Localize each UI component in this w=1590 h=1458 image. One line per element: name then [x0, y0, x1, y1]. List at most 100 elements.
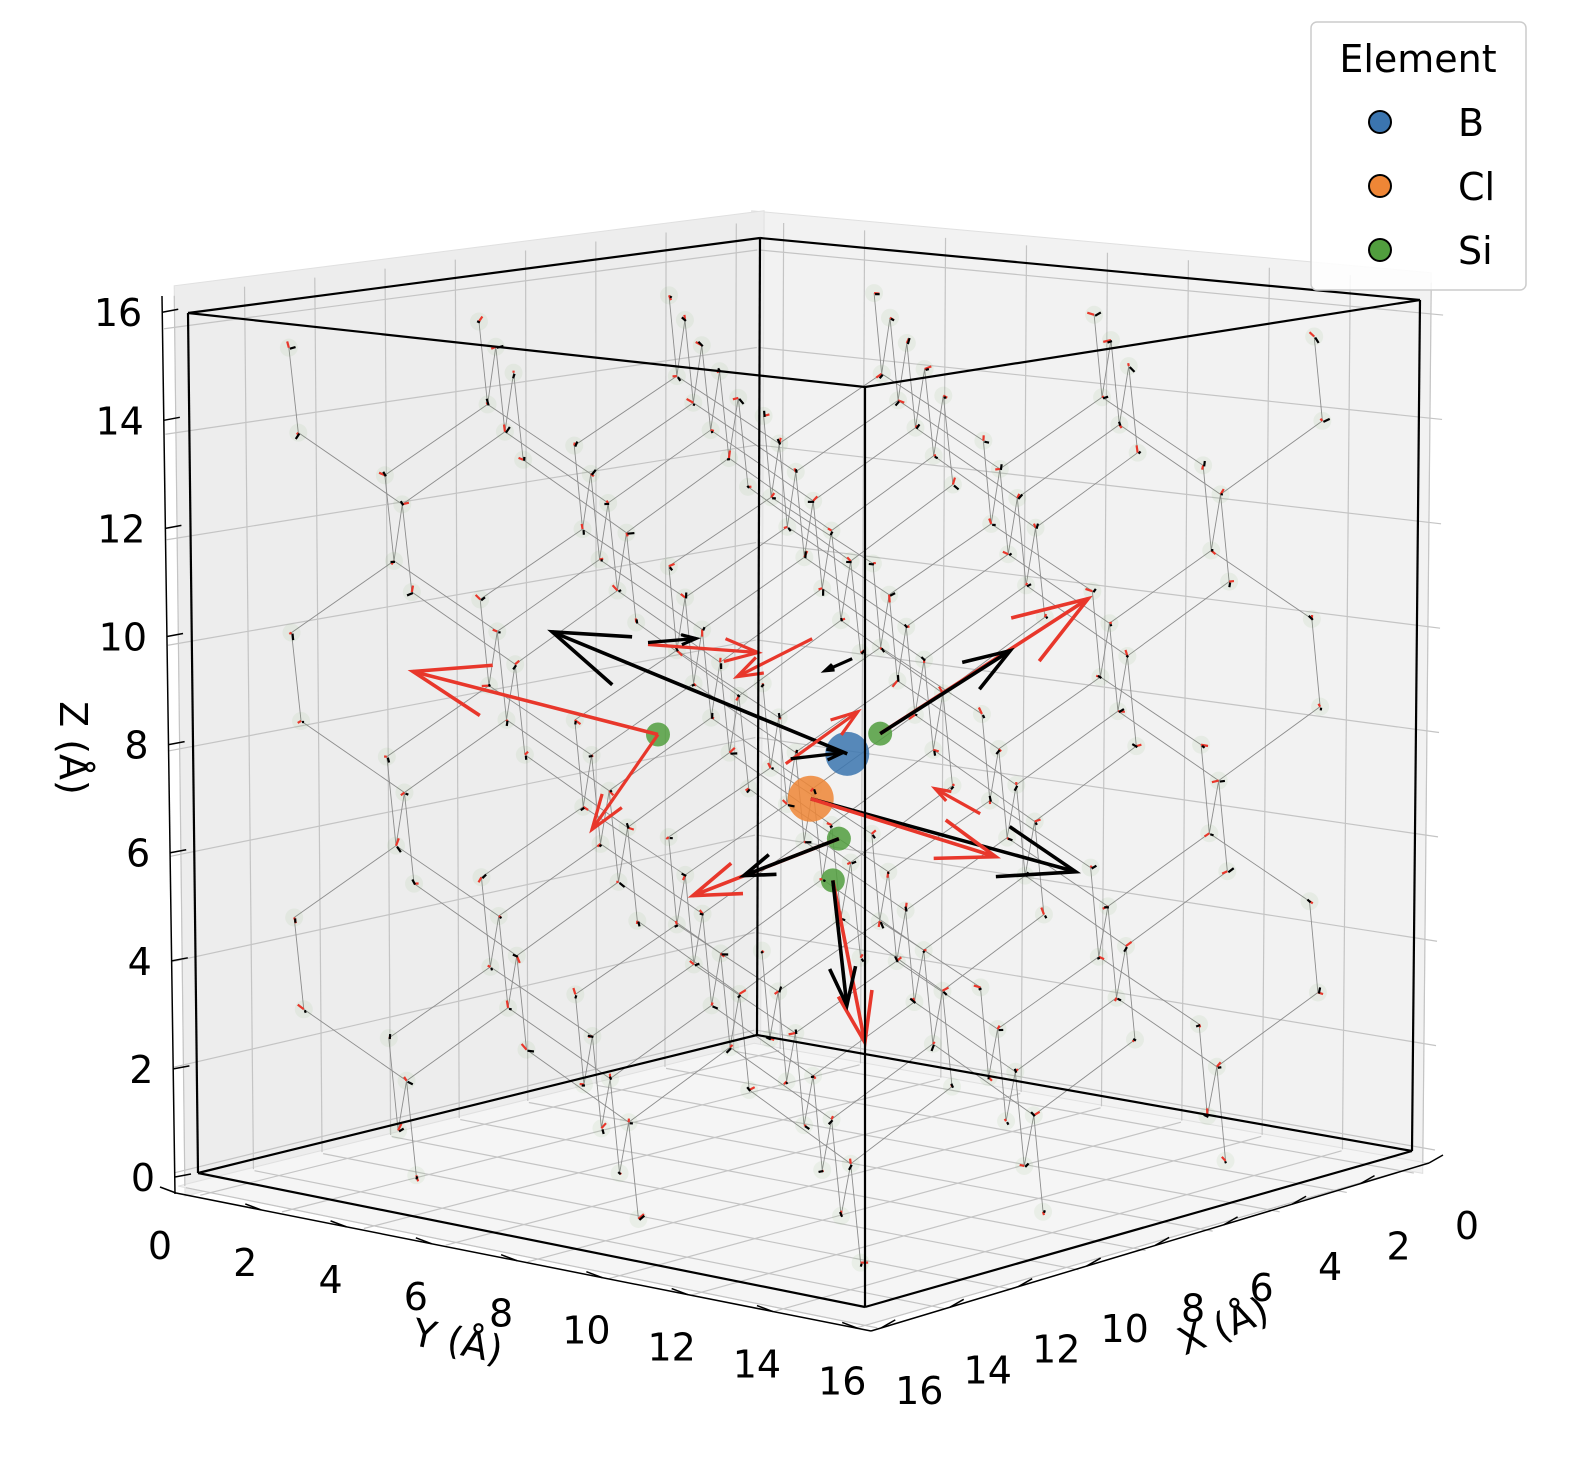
displacement-arrow-small — [711, 430, 714, 431]
y-tick-label: 2 — [233, 1241, 257, 1285]
y-tick — [160, 1187, 176, 1193]
y-tick-label: 12 — [647, 1326, 695, 1370]
force-arrow-small — [1107, 341, 1112, 343]
pane-yz — [748, 211, 1431, 1174]
z-tick-label: 4 — [128, 940, 152, 984]
z-tick-label: 16 — [94, 291, 142, 335]
x-tick-label: 2 — [1386, 1225, 1410, 1269]
displacement-arrow-small — [889, 595, 890, 603]
force-arrow-small — [788, 805, 795, 806]
z-tick-label: 0 — [131, 1156, 155, 1200]
force-arrow-small — [1037, 524, 1038, 529]
force-arrow-small — [934, 751, 935, 756]
displacement-arrow-small — [1034, 524, 1036, 528]
force-arrow-small — [1139, 451, 1141, 453]
axis-panes — [174, 211, 1431, 1326]
force-arrow-small — [1097, 958, 1099, 959]
force-arrow-small — [489, 684, 490, 686]
legend-label-b: B — [1458, 101, 1484, 145]
legend-marker-si — [1369, 239, 1391, 261]
force-arrow-small — [589, 756, 593, 757]
force-arrow-small — [588, 1036, 594, 1037]
force-arrow-small — [293, 634, 294, 641]
force-arrow-small — [602, 1129, 603, 1134]
displacement-arrow-small — [412, 586, 413, 592]
displacement-arrow-small — [1026, 583, 1027, 585]
force-arrow-small — [1229, 583, 1230, 588]
force-arrow-small — [1126, 656, 1128, 657]
force-arrow-small — [528, 1051, 534, 1052]
legend-title: Element — [1339, 37, 1496, 81]
x-tick-label: 0 — [1455, 1204, 1479, 1248]
force-arrow-small — [1044, 1210, 1045, 1212]
force-arrow-small — [1196, 1025, 1200, 1026]
force-arrow-small — [610, 790, 612, 791]
force-arrow-small — [1319, 987, 1320, 993]
force-arrow-small — [610, 1077, 611, 1080]
z-tick-label: 8 — [124, 724, 148, 768]
displacement-arrow-small — [995, 469, 1000, 470]
force-arrow-small — [841, 618, 842, 621]
force-arrow-small — [1103, 397, 1108, 399]
displacement-arrow-small — [1137, 445, 1138, 452]
displacement-arrow-small — [1020, 1165, 1025, 1166]
displacement-arrow-small — [729, 451, 730, 459]
y-tick-label: 16 — [818, 1359, 866, 1403]
displacement-arrow-small — [1045, 614, 1046, 617]
z-tick-label: 10 — [99, 616, 147, 660]
force-arrow-small — [779, 713, 780, 718]
displacement-arrow-small — [850, 1159, 851, 1164]
force-arrow-small — [670, 296, 672, 297]
force-arrow-small — [1001, 464, 1002, 470]
y-tick-label: 0 — [148, 1224, 172, 1268]
force-arrow-small — [700, 914, 704, 915]
force-arrow-small — [507, 721, 508, 726]
force-arrow-small — [1225, 1162, 1227, 1163]
force-arrow-small — [500, 917, 502, 918]
displacement-arrow-small — [507, 1000, 508, 1007]
z-axis-line — [162, 296, 175, 1194]
displacement-arrow-small — [952, 784, 954, 785]
force-arrow-small — [916, 714, 917, 716]
displacement-arrow-small — [504, 424, 505, 431]
force-arrow-small — [1008, 839, 1012, 841]
force-arrow-small — [979, 988, 982, 989]
displacement-arrow-small — [606, 501, 608, 503]
force-arrow-small — [1046, 617, 1048, 618]
x-tick-label: 14 — [964, 1348, 1012, 1392]
force-arrow-small — [416, 1176, 417, 1179]
displacement-arrow-small — [1115, 998, 1117, 1001]
force-arrow-small — [1119, 422, 1120, 426]
displacement-arrow-small — [488, 966, 491, 967]
z-tick-label: 2 — [129, 1048, 153, 1092]
force-arrow-small — [869, 564, 874, 565]
force-arrow-small — [830, 826, 833, 827]
legend-marker-b — [1369, 111, 1391, 133]
force-arrow-small — [926, 369, 929, 370]
x-tick-label: 16 — [895, 1369, 943, 1413]
force-arrow-small — [1210, 834, 1213, 835]
force-arrow-small — [477, 321, 480, 322]
force-arrow-small — [796, 469, 797, 473]
force-arrow-small — [923, 951, 925, 952]
force-arrow-small — [712, 431, 713, 433]
force-arrow-small — [692, 685, 695, 686]
force-arrow-small — [509, 1009, 512, 1010]
displacement-arrow-small — [1128, 363, 1129, 366]
displacement-arrow-small — [1229, 581, 1234, 582]
legend-marker-cl — [1369, 175, 1391, 197]
displacement-arrow-small — [1202, 465, 1203, 469]
legend-label-cl: Cl — [1458, 165, 1495, 209]
legend-label-si: Si — [1458, 229, 1493, 273]
force-arrow-small — [491, 968, 492, 971]
displacement-arrow-small — [1091, 866, 1092, 868]
force-arrow-small — [1220, 781, 1225, 782]
force-arrow-small — [1009, 553, 1011, 555]
displacement-arrow-small — [819, 588, 823, 589]
force-arrow-small — [747, 486, 749, 488]
force-arrow-small — [575, 995, 576, 998]
force-arrow-small — [761, 952, 763, 953]
force-arrow-small — [861, 1264, 862, 1267]
force-arrow-small — [814, 789, 816, 794]
